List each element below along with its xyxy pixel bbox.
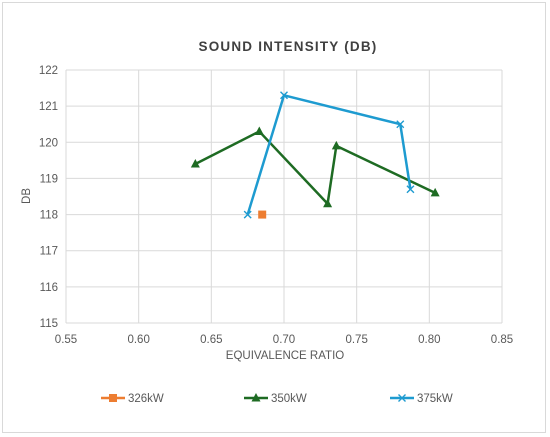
data-point [406, 185, 415, 194]
x-axis-label: EQUIVALENCE RATIO [226, 350, 344, 362]
x-tick-label: 0.65 [200, 334, 222, 346]
y-tick-label: 121 [39, 101, 58, 113]
y-tick-label: 122 [39, 65, 58, 77]
y-tick-label: 120 [39, 137, 58, 149]
y-axis-label: DB [21, 188, 33, 204]
data-point [396, 120, 405, 129]
y-tick-label: 117 [40, 246, 58, 258]
data-point [280, 91, 288, 100]
data-point [430, 187, 440, 197]
y-tick-label: 115 [40, 318, 58, 330]
series-line [246, 94, 412, 215]
legend-label: 326kW [128, 393, 164, 405]
series-375kW [243, 91, 415, 219]
legend-marker [398, 394, 406, 402]
x-tick-label: 0.60 [127, 334, 149, 346]
legend-item: 375kW [390, 393, 453, 405]
data-point [254, 126, 264, 135]
legend-marker [109, 394, 117, 402]
data-point [243, 210, 252, 219]
data-point [323, 198, 333, 208]
x-tick-label: 0.85 [491, 334, 513, 346]
series-350kW [190, 126, 440, 208]
legend-label: 350kW [271, 393, 307, 405]
legend-item: 326kW [101, 393, 164, 405]
data-point [190, 158, 200, 168]
x-tick-label: 0.70 [273, 334, 295, 346]
gridlines [65, 69, 503, 324]
chart-title: SOUND INTENSITY (DB) [198, 39, 377, 54]
data-point [258, 210, 267, 219]
y-axis-ticks: 115 116 117 118 119 120 121 122 [39, 65, 58, 330]
legend-marker [251, 393, 261, 402]
data-point [331, 140, 341, 150]
legend-item: 350kW [244, 393, 307, 405]
chart-frame [2, 2, 546, 433]
y-tick-label: 119 [40, 173, 58, 185]
x-axis-ticks: 0.55 0.60 0.65 0.70 0.75 0.80 0.85 [55, 334, 513, 346]
legend: 326kW 350kW 375kW [101, 393, 453, 405]
x-tick-label: 0.80 [418, 334, 440, 346]
y-tick-label: 118 [40, 210, 58, 222]
x-tick-label: 0.55 [55, 334, 77, 346]
x-tick-label: 0.75 [345, 334, 367, 346]
series-326kW [258, 210, 267, 219]
plot-area [190, 91, 440, 219]
y-tick-label: 116 [40, 282, 58, 294]
legend-label: 375kW [417, 393, 453, 405]
